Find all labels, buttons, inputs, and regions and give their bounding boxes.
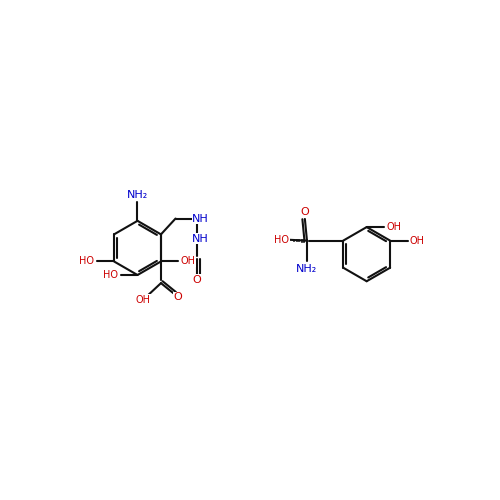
Text: O: O xyxy=(300,208,310,218)
Text: O: O xyxy=(173,292,182,302)
Text: OH: OH xyxy=(180,256,196,266)
Text: NH₂: NH₂ xyxy=(296,264,318,274)
Text: OH: OH xyxy=(386,222,401,232)
Text: NH: NH xyxy=(192,234,209,243)
Text: HO: HO xyxy=(80,256,94,266)
Text: NH: NH xyxy=(192,214,209,224)
Text: OH: OH xyxy=(135,295,150,305)
Text: O: O xyxy=(193,275,202,285)
Text: OH: OH xyxy=(410,236,424,246)
Text: HO: HO xyxy=(103,270,118,280)
Text: HO: HO xyxy=(274,235,289,245)
Text: NH₂: NH₂ xyxy=(127,190,148,200)
